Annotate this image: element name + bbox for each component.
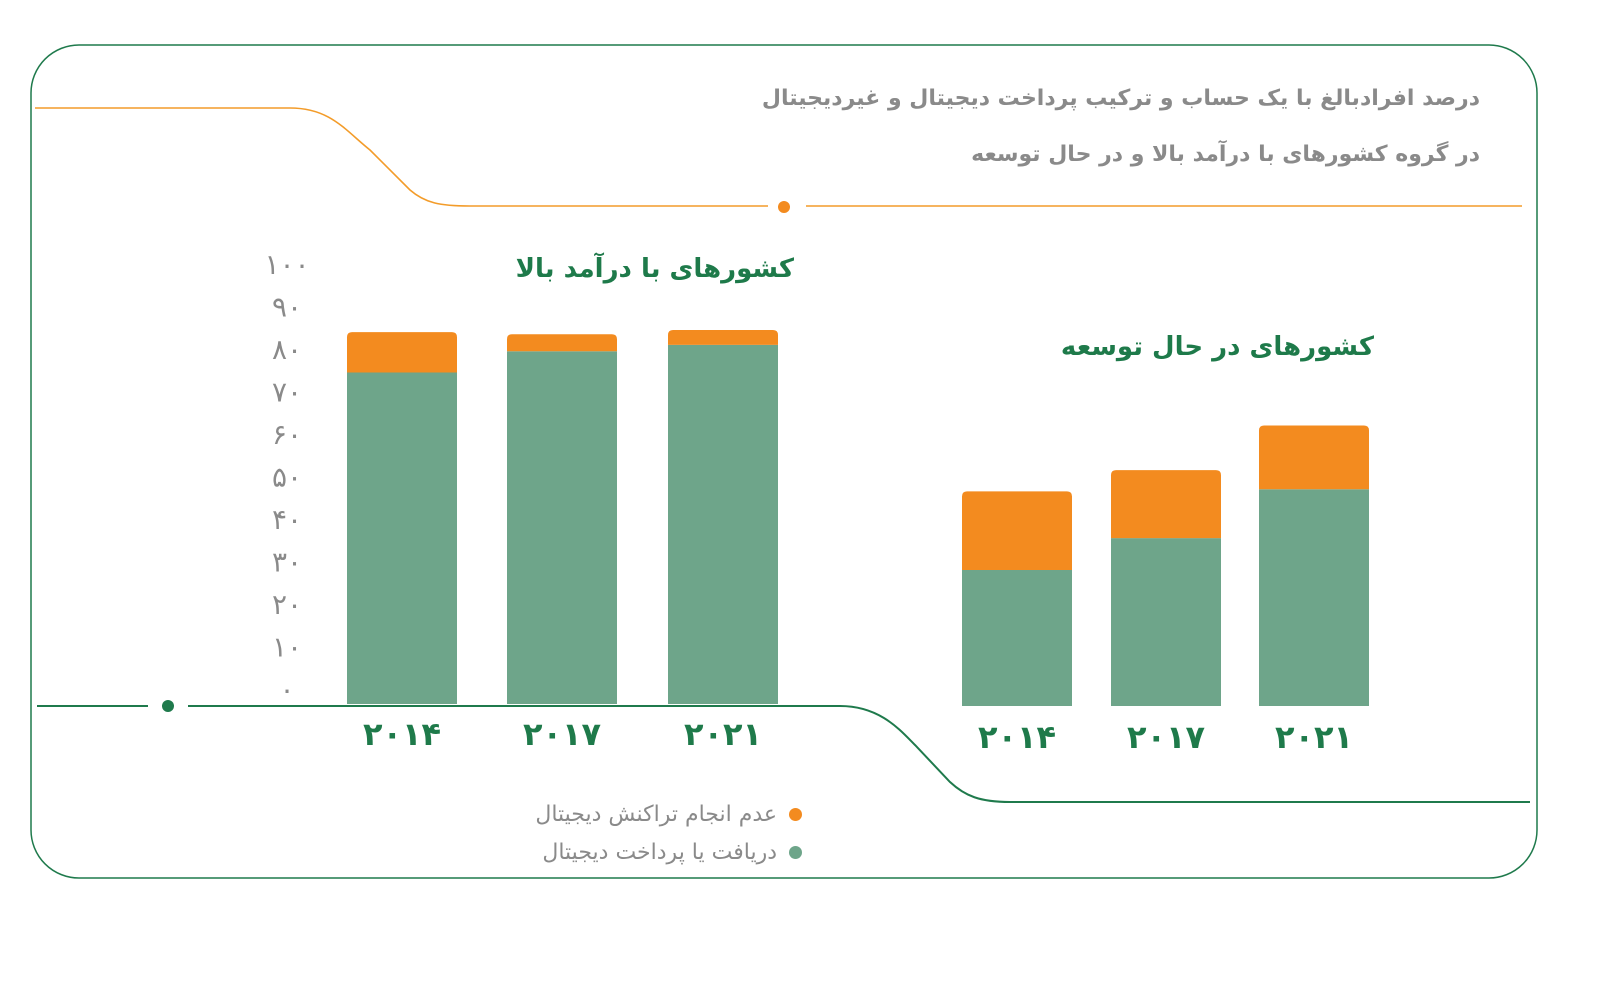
- y-tick-label: ۴۰: [272, 503, 302, 536]
- header-divider-line: [35, 107, 1522, 207]
- baseline-dot: [162, 700, 174, 712]
- y-tick-label: ۰: [279, 673, 294, 706]
- x-tick-label: ۲۰۱۴: [978, 718, 1056, 756]
- chart-subtitle: در گروه کشورهای با درآمد بالا و در حال ت…: [971, 142, 1480, 167]
- bar-segment-non-digital: [1259, 425, 1369, 490]
- bar-segment-non-digital: [347, 332, 457, 373]
- x-tick-label: ۲۰۲۱: [1275, 718, 1353, 756]
- y-tick-label: ۳۰: [272, 546, 302, 579]
- chart-title: درصد افرادبالغ با یک حساب و ترکیب پرداخت…: [761, 86, 1480, 111]
- bar-segment-non-digital: [962, 491, 1072, 570]
- y-tick-label: ۱۰۰: [264, 248, 309, 281]
- y-tick-label: ۹۰: [272, 291, 302, 324]
- bar-segment-non-digital: [668, 330, 778, 345]
- card-frame: [30, 44, 1538, 879]
- y-tick-label: ۲۰: [272, 588, 302, 621]
- baseline-line: [37, 705, 1530, 803]
- legend-label: عدم انجام تراکنش دیجیتال: [535, 802, 777, 827]
- legend-item-digital: دریافت یا پرداخت دیجیتال: [542, 840, 802, 865]
- bar-segment-digital: [1259, 489, 1369, 706]
- y-tick-label: ۵۰: [272, 461, 302, 494]
- legend-swatch-green: [789, 846, 802, 859]
- legend-swatch-orange: [789, 808, 802, 821]
- bar-segment-digital: [962, 570, 1072, 706]
- panel-title-developing: کشورهای در حال توسعه: [1060, 332, 1374, 362]
- y-tick-label: ۷۰: [272, 376, 302, 409]
- legend-item-non-digital: عدم انجام تراکنش دیجیتال: [535, 802, 802, 827]
- bar-segment-non-digital: [507, 334, 617, 352]
- bar-segment-digital: [1111, 538, 1221, 706]
- bar-segment-digital: [347, 372, 457, 704]
- x-tick-label: ۲۰۲۱: [684, 715, 762, 753]
- bar-segment-digital: [668, 344, 778, 704]
- panel-title-high-income: کشورهای با درآمد بالا: [515, 254, 794, 284]
- y-tick-label: ۶۰: [272, 418, 302, 451]
- x-tick-label: ۲۰۱۴: [363, 715, 441, 753]
- header-divider-dot: [778, 201, 790, 213]
- y-tick-label: ۸۰: [272, 333, 302, 366]
- x-tick-label: ۲۰۱۷: [1127, 718, 1206, 756]
- x-tick-label: ۲۰۱۷: [523, 715, 602, 753]
- bar-segment-digital: [507, 351, 617, 704]
- legend-label: دریافت یا پرداخت دیجیتال: [542, 840, 777, 865]
- y-tick-label: ۱۰: [272, 631, 302, 664]
- bar-segment-non-digital: [1111, 470, 1221, 539]
